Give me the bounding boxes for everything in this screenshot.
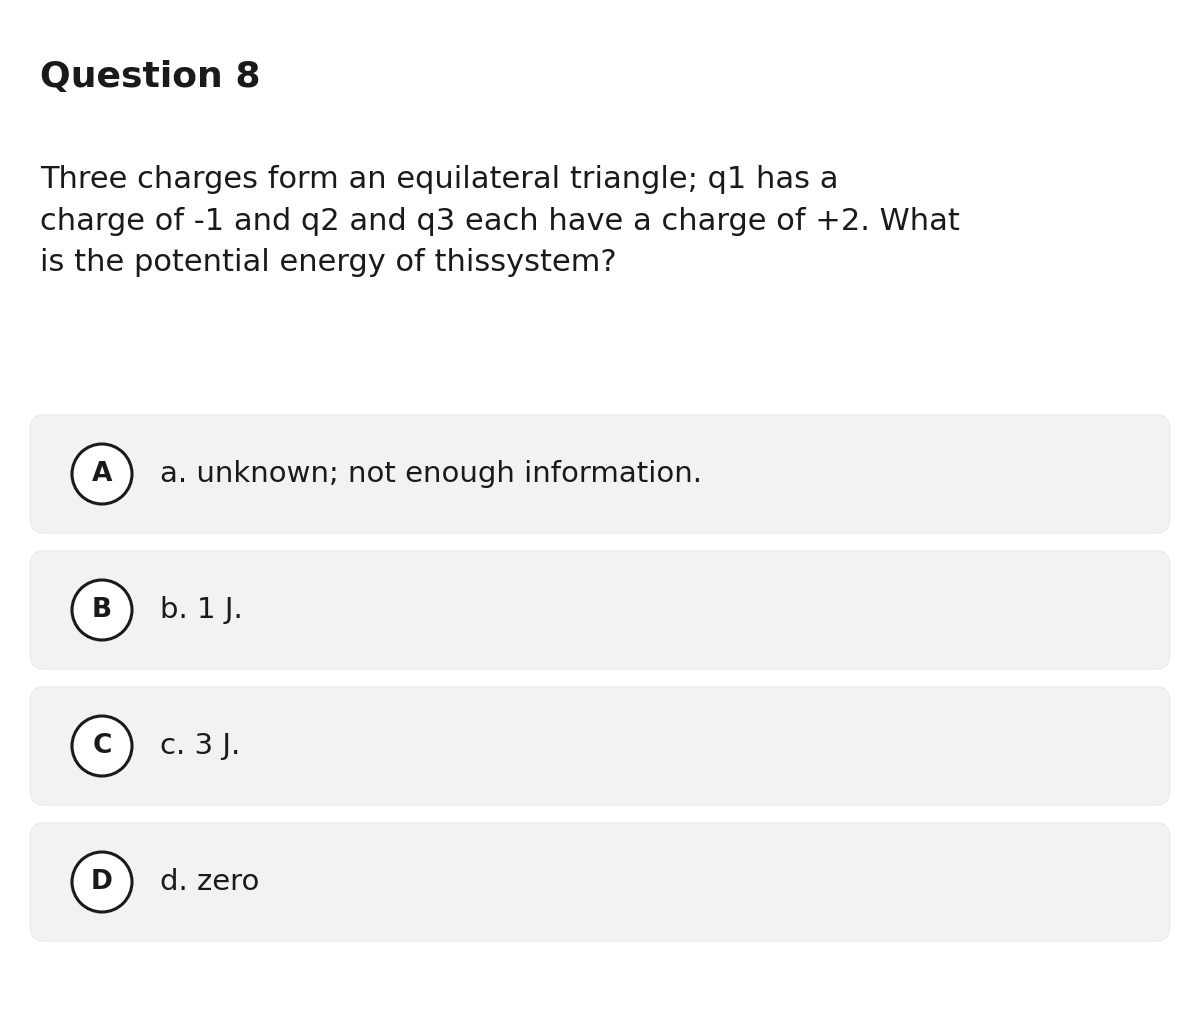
Text: D: D <box>91 869 113 895</box>
Circle shape <box>72 716 132 776</box>
Circle shape <box>72 852 132 911</box>
Circle shape <box>72 444 132 504</box>
Text: Three charges form an equilateral triangle; q1 has a
charge of -1 and q2 and q3 : Three charges form an equilateral triang… <box>40 165 960 277</box>
Text: Question 8: Question 8 <box>40 60 260 94</box>
Text: B: B <box>92 597 112 623</box>
FancyBboxPatch shape <box>30 415 1170 533</box>
Text: c. 3 J.: c. 3 J. <box>160 732 240 760</box>
Text: C: C <box>92 733 112 759</box>
FancyBboxPatch shape <box>30 822 1170 941</box>
Text: A: A <box>92 461 112 487</box>
Circle shape <box>72 580 132 640</box>
Text: d. zero: d. zero <box>160 868 259 896</box>
FancyBboxPatch shape <box>30 687 1170 805</box>
FancyBboxPatch shape <box>30 551 1170 669</box>
Text: a. unknown; not enough information.: a. unknown; not enough information. <box>160 460 702 488</box>
Text: b. 1 J.: b. 1 J. <box>160 596 242 624</box>
